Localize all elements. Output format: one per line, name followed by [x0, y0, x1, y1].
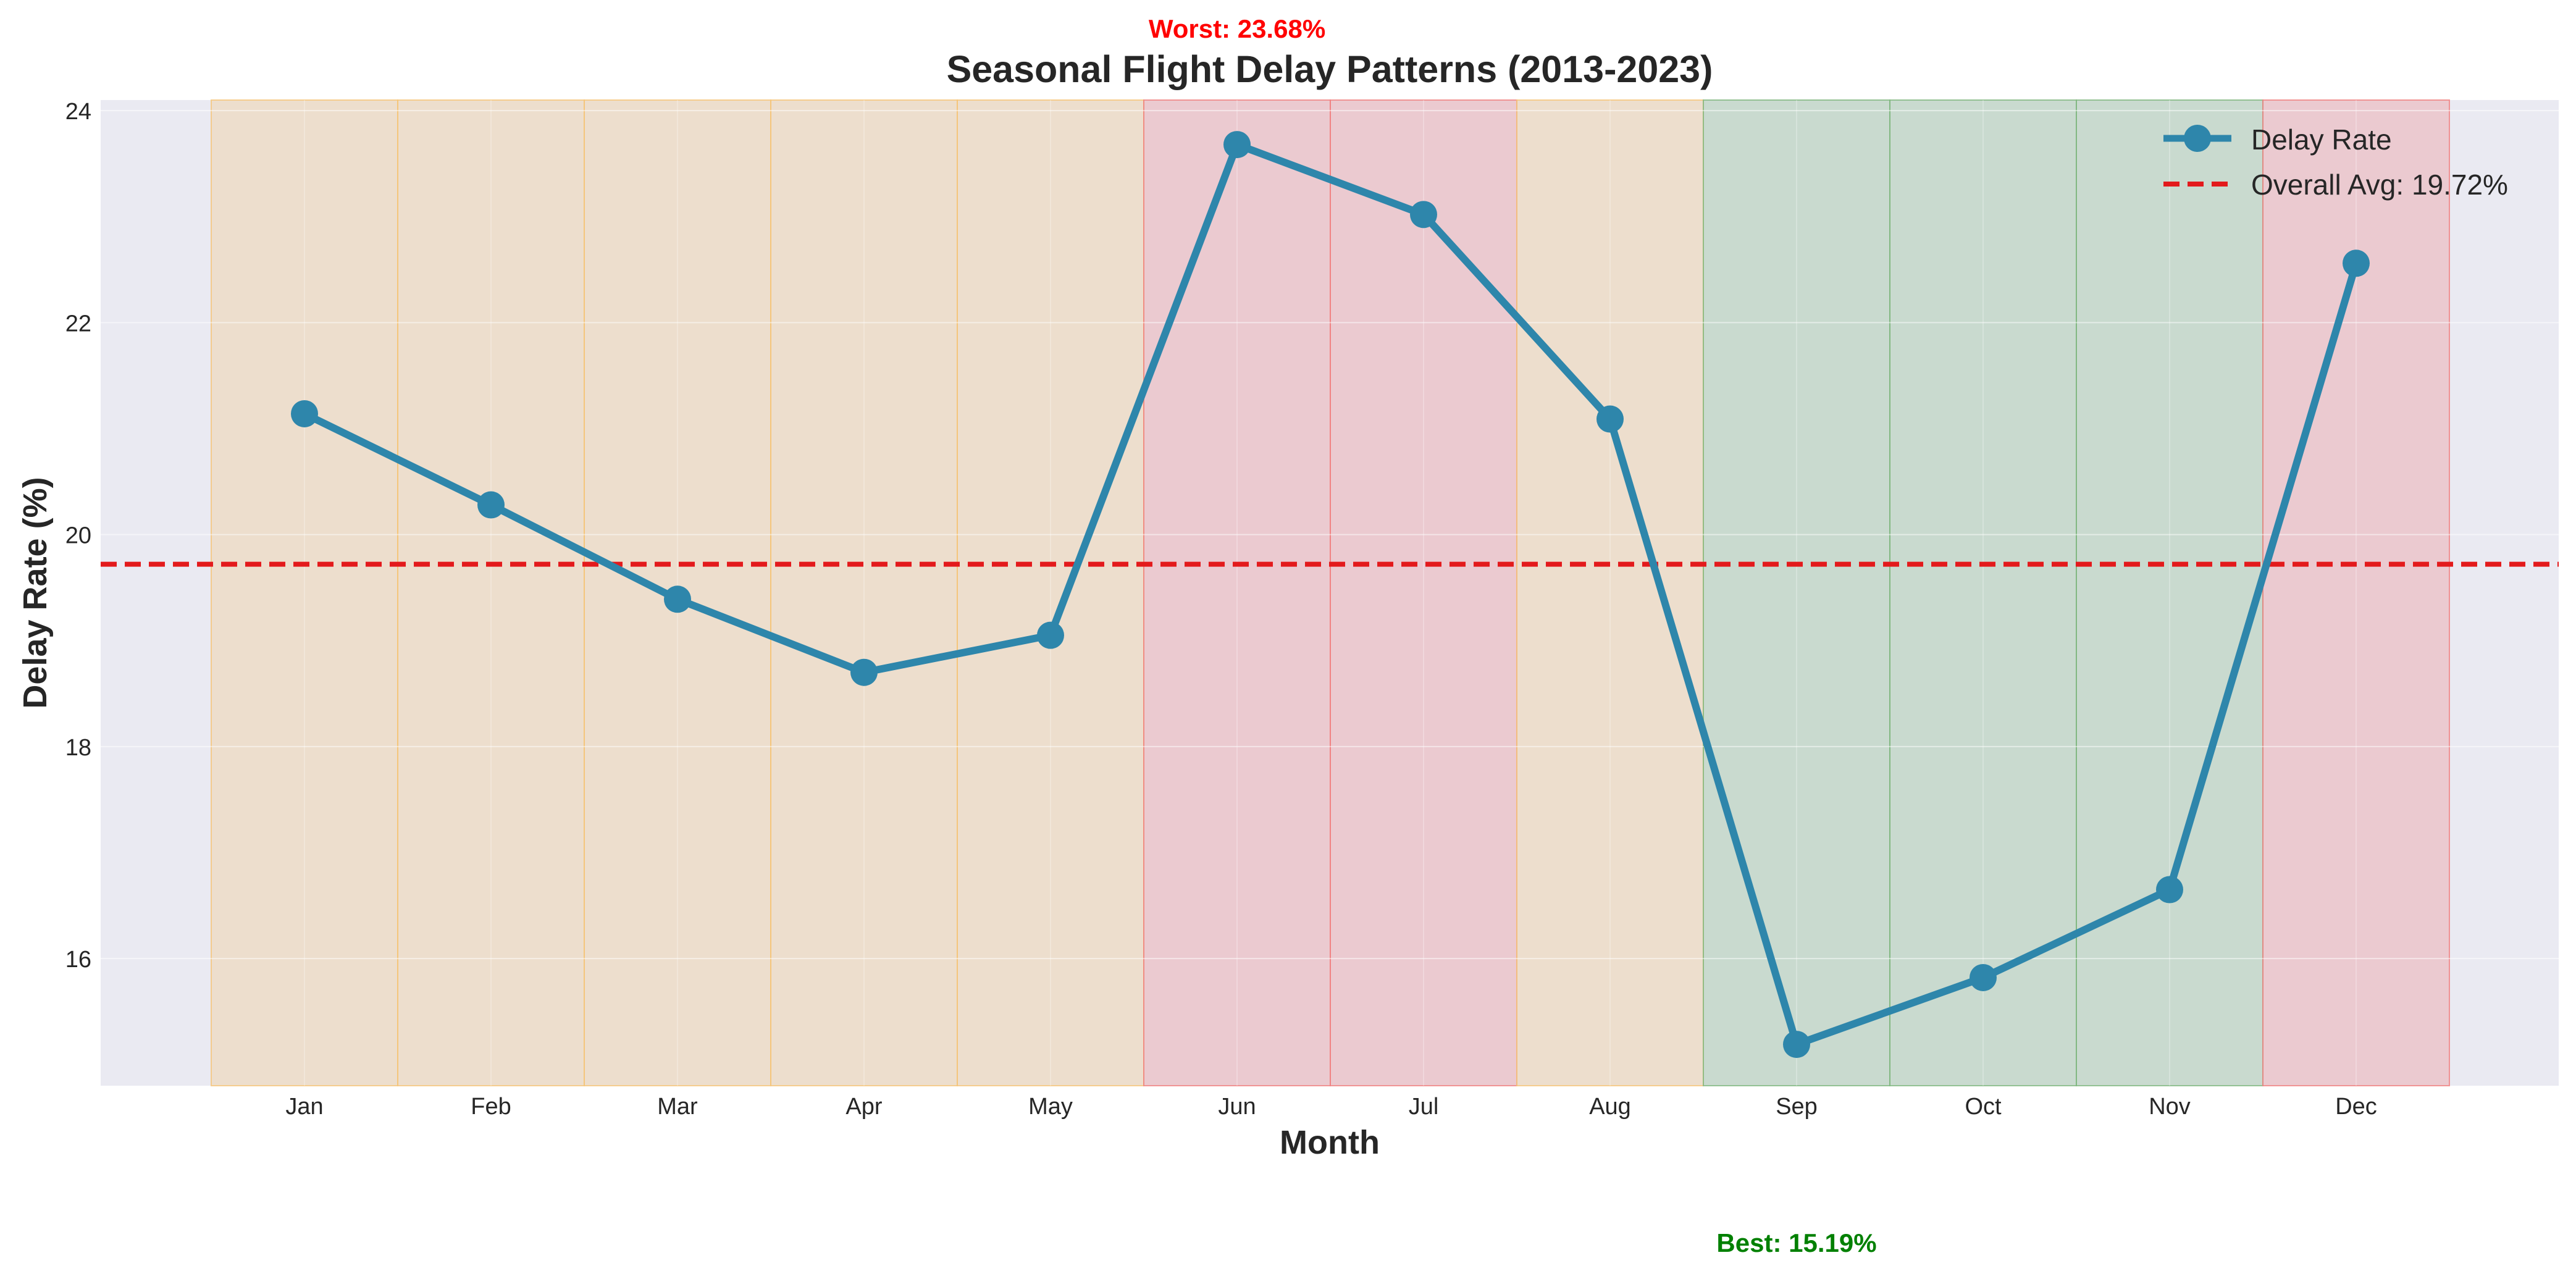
data-point-oct — [1970, 963, 1997, 991]
data-point-dec — [2343, 250, 2370, 277]
y-tick-label: 16 — [65, 947, 91, 973]
data-point-feb — [477, 491, 505, 519]
legend: Delay Rate Overall Avg: 19.72% — [2163, 124, 2508, 201]
data-point-apr — [850, 658, 878, 686]
worst-annotation: Worst: 23.68% — [1149, 14, 1325, 43]
x-tick-label-nov: Nov — [2149, 1094, 2191, 1120]
season-band-may — [957, 99, 1144, 1086]
season-band-jun — [1143, 99, 1331, 1086]
season-band-sep — [1703, 99, 1890, 1086]
x-tick-label-aug: Aug — [1589, 1094, 1631, 1120]
legend-marker-delay-rate — [2184, 125, 2211, 152]
season-band-apr — [770, 99, 958, 1086]
data-point-may — [1037, 621, 1064, 649]
best-annotation: Best: 15.19% — [1716, 1228, 1876, 1257]
x-tick-label-jun: Jun — [1218, 1094, 1256, 1120]
x-tick-label-sep: Sep — [1776, 1094, 1818, 1120]
legend-label-delay-rate: Delay Rate — [2251, 124, 2392, 156]
x-tick-label-oct: Oct — [1965, 1094, 2002, 1120]
data-point-sep — [1783, 1031, 1810, 1059]
season-band-aug — [1516, 99, 1704, 1086]
x-tick-label-dec: Dec — [2335, 1094, 2377, 1120]
y-tick-label: 24 — [65, 99, 91, 125]
x-tick-label-feb: Feb — [471, 1094, 511, 1120]
chart-title: Seasonal Flight Delay Patterns (2013-202… — [947, 48, 1713, 90]
x-tick-label-apr: Apr — [845, 1094, 882, 1120]
x-tick-label-may: May — [1028, 1094, 1073, 1120]
x-tick-label-jan: Jan — [285, 1094, 323, 1120]
series-line-delay-rate — [301, 141, 2360, 1049]
season-band-jan — [211, 99, 398, 1086]
data-point-aug — [1596, 405, 1624, 433]
data-point-jun — [1223, 131, 1251, 159]
data-point-jan — [291, 400, 318, 427]
season-band-oct — [1889, 99, 2077, 1086]
season-band-jul — [1330, 99, 1517, 1086]
data-point-nov — [2156, 876, 2183, 904]
y-tick-label: 20 — [65, 523, 91, 549]
x-tick-label-mar: Mar — [657, 1094, 698, 1120]
legend-label-average: Overall Avg: 19.72% — [2251, 169, 2508, 201]
y-tick-label: 18 — [65, 735, 91, 761]
data-point-mar — [664, 585, 691, 613]
x-axis-label: Month — [1280, 1124, 1380, 1161]
y-axis-label: Delay Rate (%) — [17, 477, 54, 708]
data-point-jul — [1410, 201, 1437, 229]
x-tick-label-jul: Jul — [1409, 1094, 1439, 1120]
y-tick-label: 22 — [65, 311, 91, 337]
